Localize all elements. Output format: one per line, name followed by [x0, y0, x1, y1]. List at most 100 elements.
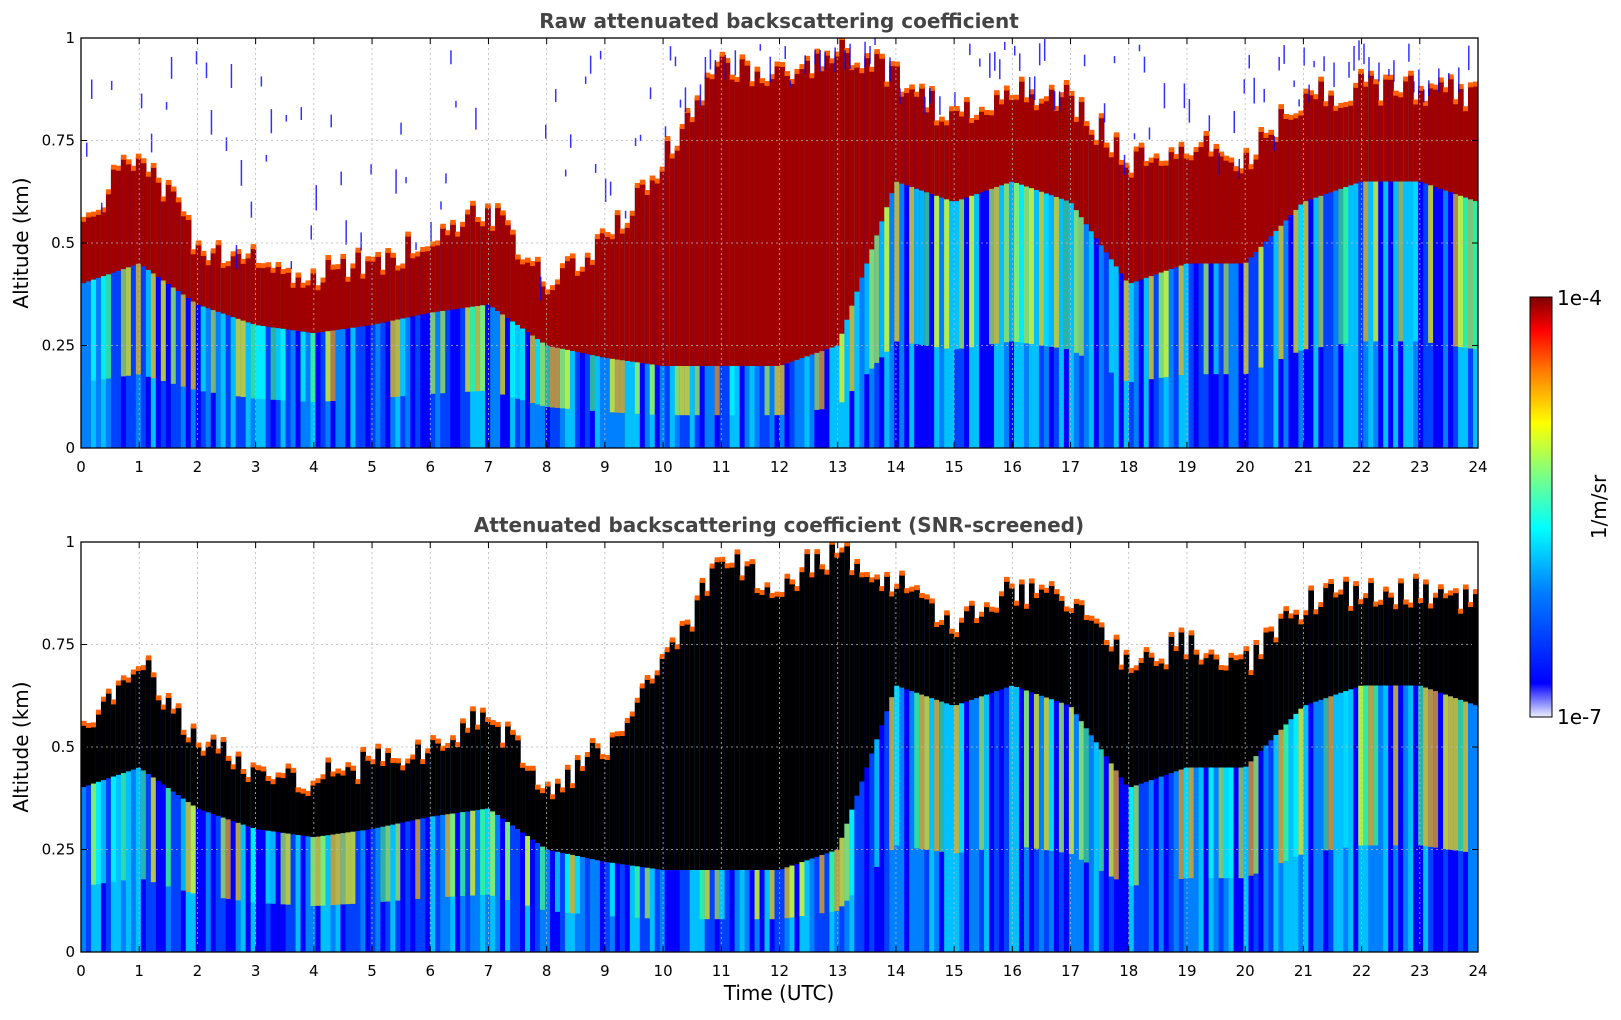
heatmap-column: [909, 586, 915, 952]
heatmap-column: [225, 755, 232, 952]
y-tick-label: 0.5: [51, 738, 75, 756]
heatmap-column: [859, 68, 865, 448]
heatmap-column: [1293, 80, 1299, 448]
heatmap-column: [704, 590, 711, 952]
heatmap-column: [475, 107, 481, 448]
heatmap-column: [445, 743, 451, 952]
heatmap-column: [884, 81, 890, 448]
heatmap-column: [839, 547, 845, 952]
heatmap-column: [1098, 622, 1105, 952]
colorbar-units-label: 1/m/sr: [1587, 474, 1611, 539]
heatmap-column: [1278, 613, 1285, 952]
heatmap-column: [774, 61, 781, 448]
heatmap-column: [1138, 44, 1145, 448]
heatmap-column: [759, 44, 766, 448]
heatmap-column: [1463, 584, 1469, 952]
heatmap-column: [854, 62, 860, 448]
heatmap-column: [549, 285, 556, 448]
heatmap-column: [1363, 593, 1369, 952]
heatmap-column: [969, 43, 975, 448]
heatmap-column: [979, 58, 985, 448]
panel-screened-grid: [81, 542, 1478, 952]
heatmap-column: [1128, 667, 1135, 952]
heatmap-column: [994, 607, 1000, 952]
heatmap-column: [395, 169, 401, 448]
panel-screened-y-ticks: 0 0.25 0.5 0.75 1: [42, 533, 1478, 961]
heatmap-column: [1213, 654, 1220, 952]
heatmap-column: [1128, 172, 1135, 448]
heatmap-column: [799, 567, 806, 952]
heatmap-column: [734, 549, 741, 952]
heatmap-column: [959, 617, 965, 952]
heatmap-column: [779, 62, 786, 448]
heatmap-column: [1348, 61, 1354, 448]
heatmap-column: [1308, 84, 1314, 448]
heatmap-column: [340, 770, 347, 952]
heatmap-column: [749, 559, 756, 952]
heatmap-column: [355, 247, 361, 448]
heatmap-column: [1293, 609, 1299, 952]
heatmap-column: [1218, 665, 1225, 952]
heatmap-column: [1243, 646, 1250, 952]
heatmap-column: [774, 591, 781, 952]
heatmap-column: [1058, 595, 1065, 952]
heatmap-column: [1233, 655, 1240, 952]
heatmap-column: [609, 732, 616, 952]
heatmap-column: [924, 594, 930, 952]
heatmap-column: [215, 240, 222, 448]
heatmap-column: [365, 256, 371, 448]
heatmap-column: [1453, 99, 1459, 448]
heatmap-column: [574, 270, 581, 448]
heatmap-column: [320, 774, 327, 952]
heatmap-column: [1358, 40, 1364, 448]
heatmap-column: [869, 577, 875, 952]
heatmap-column: [500, 210, 506, 448]
heatmap-column: [794, 586, 801, 952]
heatmap-column: [120, 675, 127, 952]
y-tick-label: 0.75: [42, 132, 75, 150]
heatmap-column: [1188, 99, 1195, 448]
heatmap-column: [874, 574, 880, 952]
heatmap-column: [1198, 142, 1205, 448]
x-tick-label: 22: [1352, 962, 1371, 980]
heatmap-column: [460, 221, 466, 448]
heatmap-column: [884, 571, 890, 952]
heatmap-column: [1018, 53, 1025, 448]
heatmap-column: [824, 50, 830, 448]
heatmap-column: [110, 80, 117, 448]
heatmap-column: [1198, 659, 1205, 952]
heatmap-column: [370, 164, 376, 448]
heatmap-column: [1368, 578, 1374, 952]
heatmap-column: [724, 54, 731, 448]
heatmap-column: [1138, 658, 1145, 952]
x-tick-label: 24: [1468, 458, 1487, 476]
heatmap-column: [649, 678, 656, 952]
heatmap-column: [904, 88, 910, 448]
heatmap-column: [425, 748, 431, 952]
heatmap-column: [125, 677, 132, 952]
heatmap-column: [345, 220, 352, 448]
heatmap-column: [1053, 91, 1060, 448]
heatmap-column: [754, 66, 761, 448]
heatmap-column: [689, 117, 696, 448]
heatmap-column: [155, 695, 162, 952]
heatmap-column: [1163, 664, 1170, 952]
heatmap-column: [589, 55, 596, 448]
heatmap-column: [1423, 89, 1429, 448]
heatmap-column: [724, 563, 731, 952]
heatmap-column: [145, 655, 152, 952]
heatmap-column: [100, 202, 107, 448]
heatmap-column: [95, 709, 102, 952]
x-tick-label: 21: [1294, 962, 1313, 980]
heatmap-column: [1458, 67, 1464, 448]
heatmap-column: [275, 772, 282, 952]
heatmap-column: [1423, 579, 1429, 952]
heatmap-column: [530, 260, 536, 448]
heatmap-column: [360, 232, 366, 448]
heatmap-column: [1148, 652, 1155, 952]
heatmap-column: [1413, 573, 1419, 952]
heatmap-column: [984, 109, 990, 448]
heatmap-column: [545, 781, 551, 952]
heatmap-column: [245, 253, 252, 448]
heatmap-column: [1113, 634, 1120, 952]
